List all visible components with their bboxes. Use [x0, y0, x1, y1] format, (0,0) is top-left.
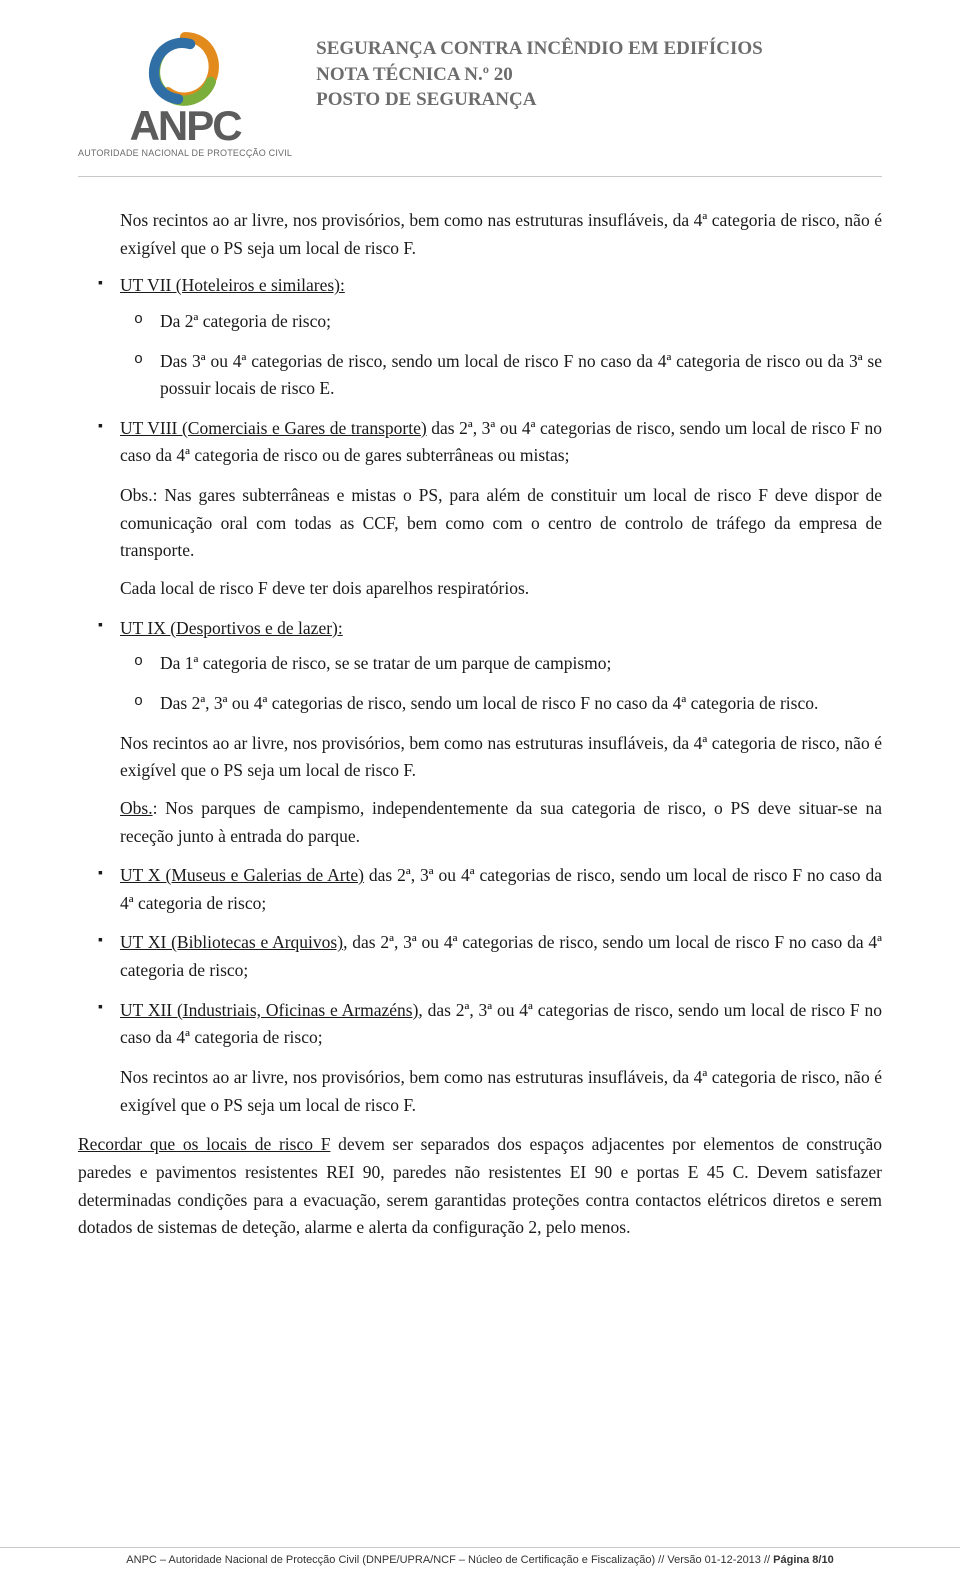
header-titles: SEGURANÇA CONTRA INCÊNDIO EM EDIFÍCIOS N… — [316, 30, 763, 113]
ut9-sub1: Da 1ª categoria de risco, se se tratar d… — [120, 650, 882, 678]
document-body: Nos recintos ao ar livre, nos provisório… — [78, 177, 882, 1242]
bullet-ut8: UT VIII (Comerciais e Gares de transport… — [78, 415, 882, 603]
wordmark-subline: AUTORIDADE NACIONAL DE PROTECÇÃO CIVIL — [78, 148, 292, 158]
footer-text: ANPC – Autoridade Nacional de Protecção … — [0, 1554, 960, 1566]
header-title-1: SEGURANÇA CONTRA INCÊNDIO EM EDIFÍCIOS — [316, 36, 763, 62]
header-title-3: POSTO DE SEGURANÇA — [316, 87, 763, 113]
footer-left: ANPC – Autoridade Nacional de Protecção … — [126, 1554, 773, 1566]
ut9-sub2: Das 2ª, 3ª ou 4ª categorias de risco, se… — [120, 690, 882, 718]
lead-paragraph: Nos recintos ao ar livre, nos provisório… — [78, 207, 882, 262]
bullet-ut7: UT VII (Hoteleiros e similares): Da 2ª c… — [78, 272, 882, 403]
ut12-title: UT XII (Industriais, Oficinas e Armazéns… — [120, 1000, 418, 1020]
page-header: ANPC AUTORIDADE NACIONAL DE PROTECÇÃO CI… — [78, 30, 882, 177]
page-footer: ANPC – Autoridade Nacional de Protecção … — [0, 1547, 960, 1566]
bottom-paragraph: Recordar que os locais de risco F devem … — [78, 1131, 882, 1242]
ut9-obs-rest: : Nos parques de campismo, independentem… — [120, 798, 882, 846]
ut9-trail1: Nos recintos ao ar livre, nos provisório… — [120, 730, 882, 785]
bullet-ut10: UT X (Museus e Galerias de Arte) das 2ª,… — [78, 862, 882, 917]
wordmark: ANPC — [130, 102, 241, 150]
bullet-ut11: UT XI (Bibliotecas e Arquivos), das 2ª, … — [78, 929, 882, 984]
ut9-title: UT IX (Desportivos e de lazer): — [120, 618, 343, 638]
page: ANPC AUTORIDADE NACIONAL DE PROTECÇÃO CI… — [0, 0, 960, 1590]
ut12-trail: Nos recintos ao ar livre, nos provisório… — [120, 1064, 882, 1119]
bullet-ut9: UT IX (Desportivos e de lazer): Da 1ª ca… — [78, 615, 882, 850]
bullet-ut12: UT XII (Industriais, Oficinas e Armazéns… — [78, 997, 882, 1120]
anpc-logo-icon — [142, 30, 228, 108]
ut8-line2: Cada local de risco F deve ter dois apar… — [120, 575, 882, 603]
header-title-2: NOTA TÉCNICA N.º 20 — [316, 62, 763, 88]
ut9-obs-label: Obs. — [120, 798, 153, 818]
footer-page: Página 8/10 — [773, 1554, 834, 1566]
ut10-title: UT X (Museus e Galerias de Arte) — [120, 865, 364, 885]
ut11-title: UT XI (Bibliotecas e Arquivos) — [120, 932, 343, 952]
logo-block: ANPC AUTORIDADE NACIONAL DE PROTECÇÃO CI… — [78, 30, 292, 158]
ut7-title: UT VII (Hoteleiros e similares): — [120, 275, 345, 295]
ut8-obs: Obs.: Nas gares subterrâneas e mistas o … — [120, 482, 882, 565]
ut8-title: UT VIII (Comerciais e Gares de transport… — [120, 418, 427, 438]
bottom-underline: Recordar que os locais de risco F — [78, 1134, 330, 1154]
ut9-trail2: Obs.: Nos parques de campismo, independe… — [120, 795, 882, 850]
ut7-sub2: Das 3ª ou 4ª categorias de risco, sendo … — [120, 348, 882, 403]
ut7-sub1: Da 2ª categoria de risco; — [120, 308, 882, 336]
